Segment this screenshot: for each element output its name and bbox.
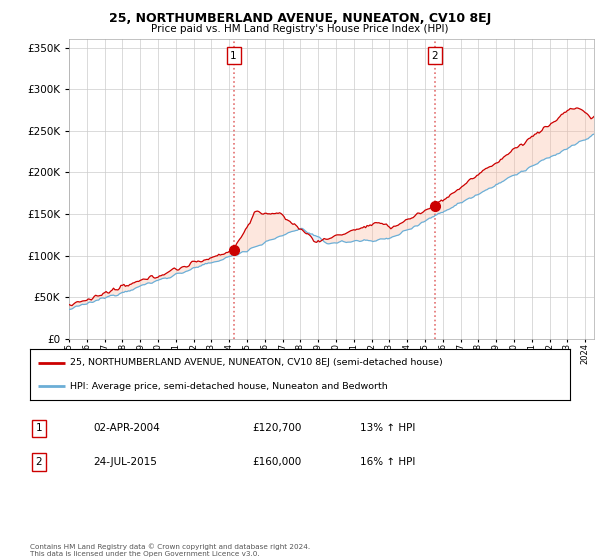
Text: Price paid vs. HM Land Registry's House Price Index (HPI): Price paid vs. HM Land Registry's House … (151, 24, 449, 34)
Text: 1: 1 (230, 51, 237, 61)
Text: £160,000: £160,000 (252, 457, 301, 467)
Text: 1: 1 (35, 423, 43, 433)
Text: 2: 2 (431, 51, 438, 61)
Text: HPI: Average price, semi-detached house, Nuneaton and Bedworth: HPI: Average price, semi-detached house,… (71, 382, 388, 391)
Text: 13% ↑ HPI: 13% ↑ HPI (360, 423, 415, 433)
Text: 25, NORTHUMBERLAND AVENUE, NUNEATON, CV10 8EJ: 25, NORTHUMBERLAND AVENUE, NUNEATON, CV1… (109, 12, 491, 25)
Text: 24-JUL-2015: 24-JUL-2015 (93, 457, 157, 467)
Text: 02-APR-2004: 02-APR-2004 (93, 423, 160, 433)
Text: 25, NORTHUMBERLAND AVENUE, NUNEATON, CV10 8EJ (semi-detached house): 25, NORTHUMBERLAND AVENUE, NUNEATON, CV1… (71, 358, 443, 367)
Text: £120,700: £120,700 (252, 423, 301, 433)
Text: 16% ↑ HPI: 16% ↑ HPI (360, 457, 415, 467)
Text: Contains HM Land Registry data © Crown copyright and database right 2024.
This d: Contains HM Land Registry data © Crown c… (30, 544, 310, 557)
Text: 2: 2 (35, 457, 43, 467)
